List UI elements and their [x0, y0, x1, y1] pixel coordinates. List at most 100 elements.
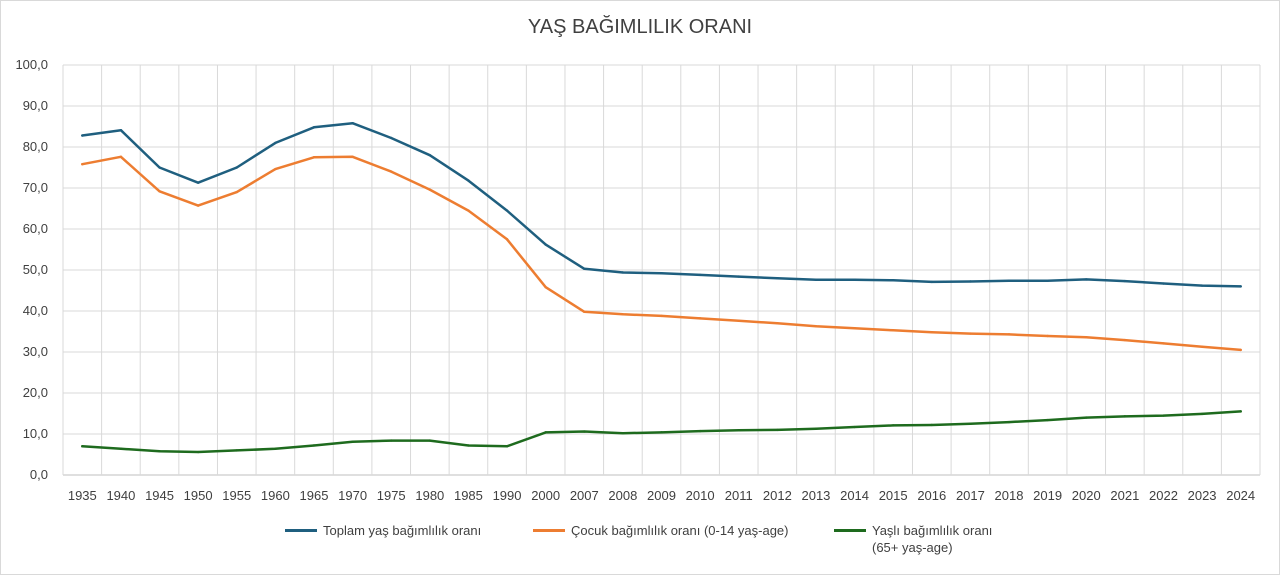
- data-point-0: [235, 166, 238, 169]
- data-point-2: [119, 447, 123, 450]
- data-point-2: [390, 439, 393, 442]
- x-tick-label: 1970: [338, 488, 367, 503]
- data-point-2: [698, 429, 702, 433]
- data-point-2: [930, 423, 933, 427]
- y-tick-label: 40,0: [23, 303, 48, 318]
- data-point-2: [583, 430, 586, 433]
- data-point-0: [312, 126, 316, 129]
- data-point-0: [969, 280, 972, 283]
- data-point-0: [1162, 282, 1165, 285]
- data-point-2: [351, 440, 354, 443]
- data-point-0: [196, 181, 200, 184]
- x-tick-label: 1985: [454, 488, 483, 503]
- data-point-0: [351, 122, 354, 125]
- data-point-2: [196, 450, 200, 454]
- data-point-0: [621, 271, 625, 274]
- data-point-0: [81, 134, 84, 137]
- x-tick-label: 2015: [879, 488, 908, 503]
- data-point-1: [428, 188, 432, 191]
- x-tick-label: 2009: [647, 488, 676, 503]
- data-point-1: [1162, 342, 1165, 345]
- data-point-1: [235, 190, 238, 194]
- data-point-2: [814, 427, 818, 430]
- x-tick-label: 1960: [261, 488, 290, 503]
- x-tick-label: 2012: [763, 488, 792, 503]
- data-point-0: [119, 128, 123, 132]
- data-point-2: [1162, 414, 1165, 417]
- legend-swatch-child: [533, 529, 565, 532]
- x-tick-label: 2024: [1226, 488, 1255, 503]
- data-point-2: [467, 444, 470, 447]
- data-point-0: [660, 272, 663, 275]
- data-point-0: [583, 267, 586, 270]
- data-point-0: [1046, 279, 1049, 282]
- legend-item-total: Toplam yaş bağımlılık oranı: [285, 522, 481, 539]
- x-tick-label: 2000: [531, 488, 560, 503]
- data-point-2: [1046, 418, 1049, 422]
- data-point-2: [737, 429, 740, 432]
- data-point-0: [1239, 285, 1242, 288]
- data-point-0: [390, 136, 393, 140]
- data-point-0: [776, 277, 779, 280]
- y-tick-label: 90,0: [23, 98, 48, 113]
- y-tick-label: 0,0: [30, 467, 48, 482]
- y-tick-label: 100,0: [15, 57, 48, 72]
- x-tick-label: 2020: [1072, 488, 1101, 503]
- legend-label-total: Toplam yaş bağımlılık oranı: [323, 523, 482, 538]
- data-point-0: [1123, 279, 1127, 283]
- data-point-1: [1085, 336, 1088, 339]
- data-point-1: [390, 170, 393, 173]
- data-point-1: [583, 310, 586, 314]
- y-tick-label: 10,0: [23, 426, 48, 441]
- x-axis-ticks: 1935 1940 1945 1950 1955 1960 1965 1970 1975 1980…: [68, 488, 1255, 503]
- data-point-1: [891, 329, 895, 332]
- x-tick-label: 1950: [184, 488, 213, 503]
- chart-title: YAŞ BAĞIMLILIK ORANI: [527, 16, 753, 38]
- data-point-0: [1085, 278, 1088, 281]
- x-tick-label: 2014: [840, 488, 869, 503]
- data-point-0: [737, 275, 740, 278]
- x-tick-label: 2023: [1188, 488, 1217, 503]
- data-point-1: [1007, 333, 1011, 336]
- legend-item-child: Çocuk bağımlılık oranı (0-14 yaş-age): [533, 522, 788, 539]
- x-tick-label: 2007: [570, 488, 599, 503]
- x-tick-label: 2021: [1110, 488, 1139, 503]
- data-point-0: [1007, 279, 1011, 282]
- x-tick-label: 2019: [1033, 488, 1062, 503]
- x-tick-label: 2022: [1149, 488, 1178, 503]
- data-point-1: [930, 331, 933, 334]
- data-point-1: [1239, 348, 1242, 352]
- data-point-1: [505, 238, 509, 241]
- y-tick-label: 30,0: [23, 344, 48, 359]
- data-point-0: [1200, 284, 1204, 287]
- data-point-2: [505, 445, 509, 448]
- data-point-1: [312, 156, 316, 159]
- data-point-2: [1085, 416, 1088, 419]
- data-point-0: [505, 209, 509, 212]
- y-tick-label: 80,0: [23, 139, 48, 154]
- y-tick-label: 20,0: [23, 385, 48, 400]
- data-point-1: [1123, 338, 1127, 342]
- data-point-1: [544, 286, 547, 289]
- data-point-2: [81, 445, 84, 448]
- x-tick-label: 1935: [68, 488, 97, 503]
- data-point-1: [351, 155, 354, 159]
- data-point-0: [428, 154, 432, 157]
- data-point-2: [1239, 410, 1242, 413]
- x-tick-label: 1965: [300, 488, 329, 503]
- data-point-2: [621, 431, 625, 435]
- y-axis-ticks: 0,0 10,0 20,0 30,0 40,0 50,0 60,0 70,0 80,0 90,0 1…: [15, 57, 48, 482]
- data-point-1: [81, 163, 84, 166]
- data-point-2: [544, 431, 547, 434]
- data-point-0: [544, 243, 547, 246]
- data-point-2: [891, 424, 895, 427]
- y-tick-label: 50,0: [23, 262, 48, 277]
- data-point-1: [698, 317, 702, 320]
- data-point-2: [969, 422, 972, 425]
- data-point-2: [776, 428, 779, 432]
- data-point-2: [158, 450, 161, 453]
- x-tick-label: 1975: [377, 488, 406, 503]
- data-point-2: [312, 444, 316, 447]
- y-tick-label: 60,0: [23, 221, 48, 236]
- data-point-0: [467, 179, 470, 182]
